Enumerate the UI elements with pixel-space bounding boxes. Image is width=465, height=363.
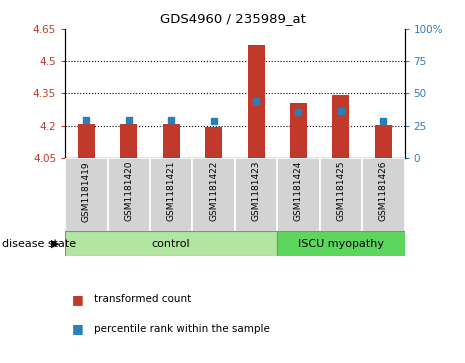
Bar	[332, 94, 349, 158]
Bar	[205, 127, 222, 158]
Bar	[107, 158, 150, 232]
Text: GSM1181422: GSM1181422	[209, 161, 218, 221]
Bar	[235, 158, 277, 232]
Bar	[78, 123, 95, 158]
Bar	[150, 158, 193, 232]
Bar	[290, 103, 307, 158]
Bar	[193, 158, 235, 232]
Text: GSM1181426: GSM1181426	[379, 161, 388, 221]
Text: GSM1181420: GSM1181420	[124, 161, 133, 221]
Bar	[120, 123, 137, 158]
Text: ■: ■	[72, 293, 84, 306]
Bar	[362, 158, 405, 232]
Text: ISCU myopathy: ISCU myopathy	[298, 238, 384, 249]
Bar	[375, 125, 392, 158]
Text: percentile rank within the sample: percentile rank within the sample	[94, 323, 270, 334]
Bar	[320, 158, 362, 232]
Bar	[247, 45, 265, 158]
Text: control: control	[152, 238, 191, 249]
Bar	[163, 123, 179, 158]
Text: GSM1181424: GSM1181424	[294, 161, 303, 221]
Text: ▶: ▶	[51, 239, 60, 249]
Text: transformed count: transformed count	[94, 294, 192, 305]
Text: GSM1181421: GSM1181421	[166, 161, 176, 221]
Text: disease state: disease state	[2, 239, 76, 249]
Bar	[277, 231, 405, 256]
Text: GSM1181423: GSM1181423	[252, 161, 260, 221]
Bar	[277, 158, 319, 232]
Text: GSM1181419: GSM1181419	[82, 161, 91, 221]
Bar	[65, 158, 107, 232]
Text: ■: ■	[72, 322, 84, 335]
Bar	[65, 231, 277, 256]
Text: GSM1181425: GSM1181425	[336, 161, 345, 221]
Text: GDS4960 / 235989_at: GDS4960 / 235989_at	[159, 12, 306, 25]
